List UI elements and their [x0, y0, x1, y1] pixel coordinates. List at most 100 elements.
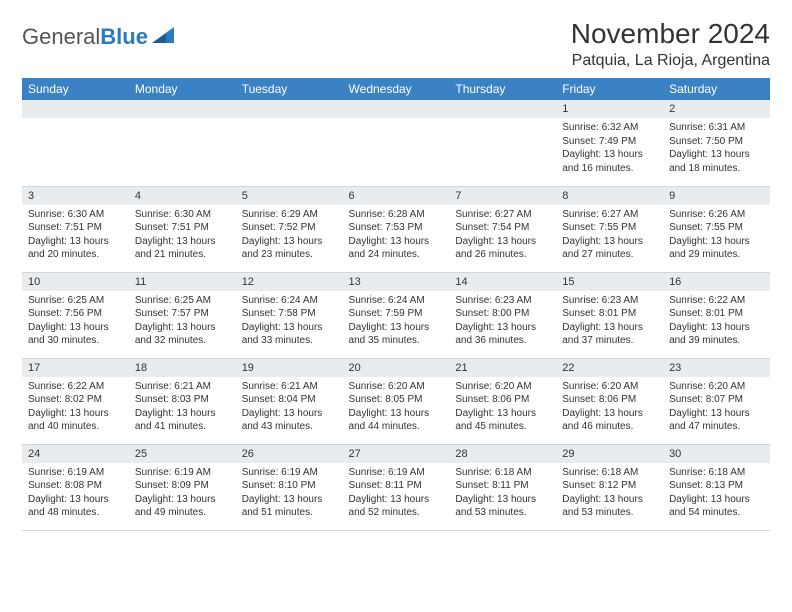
daylight-line: Daylight: 13 hours and 36 minutes.	[455, 321, 550, 348]
weekday-header: Tuesday	[236, 78, 343, 100]
day-details: Sunrise: 6:19 AMSunset: 8:08 PMDaylight:…	[22, 463, 129, 524]
day-number-bar	[236, 100, 343, 118]
weekday-header: Monday	[129, 78, 236, 100]
day-details: Sunrise: 6:19 AMSunset: 8:10 PMDaylight:…	[236, 463, 343, 524]
day-details: Sunrise: 6:20 AMSunset: 8:05 PMDaylight:…	[343, 377, 450, 438]
day-details: Sunrise: 6:20 AMSunset: 8:07 PMDaylight:…	[663, 377, 770, 438]
sunset-line: Sunset: 7:58 PM	[242, 307, 337, 321]
daylight-line: Daylight: 13 hours and 24 minutes.	[349, 235, 444, 262]
day-number: 3	[22, 187, 129, 205]
day-details: Sunrise: 6:20 AMSunset: 8:06 PMDaylight:…	[556, 377, 663, 438]
daylight-line: Daylight: 13 hours and 30 minutes.	[28, 321, 123, 348]
sunrise-line: Sunrise: 6:27 AM	[562, 208, 657, 222]
sunset-line: Sunset: 7:57 PM	[135, 307, 230, 321]
title-block: November 2024 Patquia, La Rioja, Argenti…	[571, 18, 770, 70]
calendar-week-row: 17Sunrise: 6:22 AMSunset: 8:02 PMDayligh…	[22, 358, 770, 444]
sunset-line: Sunset: 7:55 PM	[562, 221, 657, 235]
sunset-line: Sunset: 8:09 PM	[135, 479, 230, 493]
sunset-line: Sunset: 8:13 PM	[669, 479, 764, 493]
brand-text: GeneralBlue	[22, 24, 148, 50]
day-number: 14	[449, 273, 556, 291]
sunrise-line: Sunrise: 6:19 AM	[28, 466, 123, 480]
daylight-line: Daylight: 13 hours and 35 minutes.	[349, 321, 444, 348]
day-details: Sunrise: 6:18 AMSunset: 8:11 PMDaylight:…	[449, 463, 556, 524]
calendar-cell: 7Sunrise: 6:27 AMSunset: 7:54 PMDaylight…	[449, 186, 556, 272]
daylight-line: Daylight: 13 hours and 33 minutes.	[242, 321, 337, 348]
sunrise-line: Sunrise: 6:30 AM	[135, 208, 230, 222]
day-number: 19	[236, 359, 343, 377]
calendar-cell: 6Sunrise: 6:28 AMSunset: 7:53 PMDaylight…	[343, 186, 450, 272]
calendar-body: 1Sunrise: 6:32 AMSunset: 7:49 PMDaylight…	[22, 100, 770, 530]
sunrise-line: Sunrise: 6:27 AM	[455, 208, 550, 222]
day-details: Sunrise: 6:24 AMSunset: 7:59 PMDaylight:…	[343, 291, 450, 352]
sunset-line: Sunset: 7:50 PM	[669, 135, 764, 149]
calendar-cell	[449, 100, 556, 186]
calendar-cell	[236, 100, 343, 186]
weekday-header: Sunday	[22, 78, 129, 100]
calendar-cell: 14Sunrise: 6:23 AMSunset: 8:00 PMDayligh…	[449, 272, 556, 358]
day-number-bar	[129, 100, 236, 118]
daylight-line: Daylight: 13 hours and 21 minutes.	[135, 235, 230, 262]
calendar-cell: 12Sunrise: 6:24 AMSunset: 7:58 PMDayligh…	[236, 272, 343, 358]
calendar-week-row: 10Sunrise: 6:25 AMSunset: 7:56 PMDayligh…	[22, 272, 770, 358]
day-details: Sunrise: 6:26 AMSunset: 7:55 PMDaylight:…	[663, 205, 770, 266]
sunrise-line: Sunrise: 6:19 AM	[242, 466, 337, 480]
day-number: 1	[556, 100, 663, 118]
daylight-line: Daylight: 13 hours and 26 minutes.	[455, 235, 550, 262]
daylight-line: Daylight: 13 hours and 53 minutes.	[455, 493, 550, 520]
daylight-line: Daylight: 13 hours and 46 minutes.	[562, 407, 657, 434]
day-details: Sunrise: 6:23 AMSunset: 8:00 PMDaylight:…	[449, 291, 556, 352]
calendar-cell: 1Sunrise: 6:32 AMSunset: 7:49 PMDaylight…	[556, 100, 663, 186]
sunset-line: Sunset: 8:07 PM	[669, 393, 764, 407]
day-number: 6	[343, 187, 450, 205]
calendar-week-row: 24Sunrise: 6:19 AMSunset: 8:08 PMDayligh…	[22, 444, 770, 530]
daylight-line: Daylight: 13 hours and 27 minutes.	[562, 235, 657, 262]
day-details: Sunrise: 6:20 AMSunset: 8:06 PMDaylight:…	[449, 377, 556, 438]
sunset-line: Sunset: 8:11 PM	[349, 479, 444, 493]
sunset-line: Sunset: 7:51 PM	[135, 221, 230, 235]
day-details: Sunrise: 6:32 AMSunset: 7:49 PMDaylight:…	[556, 118, 663, 179]
day-details: Sunrise: 6:18 AMSunset: 8:13 PMDaylight:…	[663, 463, 770, 524]
day-number-bar	[343, 100, 450, 118]
day-details: Sunrise: 6:29 AMSunset: 7:52 PMDaylight:…	[236, 205, 343, 266]
daylight-line: Daylight: 13 hours and 16 minutes.	[562, 148, 657, 175]
daylight-line: Daylight: 13 hours and 53 minutes.	[562, 493, 657, 520]
calendar-cell: 11Sunrise: 6:25 AMSunset: 7:57 PMDayligh…	[129, 272, 236, 358]
day-details: Sunrise: 6:25 AMSunset: 7:56 PMDaylight:…	[22, 291, 129, 352]
day-details: Sunrise: 6:28 AMSunset: 7:53 PMDaylight:…	[343, 205, 450, 266]
daylight-line: Daylight: 13 hours and 52 minutes.	[349, 493, 444, 520]
calendar-cell: 10Sunrise: 6:25 AMSunset: 7:56 PMDayligh…	[22, 272, 129, 358]
sunset-line: Sunset: 8:00 PM	[455, 307, 550, 321]
sunrise-line: Sunrise: 6:20 AM	[562, 380, 657, 394]
daylight-line: Daylight: 13 hours and 32 minutes.	[135, 321, 230, 348]
sunset-line: Sunset: 8:02 PM	[28, 393, 123, 407]
daylight-line: Daylight: 13 hours and 20 minutes.	[28, 235, 123, 262]
day-number: 18	[129, 359, 236, 377]
calendar-cell: 20Sunrise: 6:20 AMSunset: 8:05 PMDayligh…	[343, 358, 450, 444]
sunset-line: Sunset: 8:05 PM	[349, 393, 444, 407]
day-number-bar	[22, 100, 129, 118]
sunrise-line: Sunrise: 6:18 AM	[669, 466, 764, 480]
daylight-line: Daylight: 13 hours and 40 minutes.	[28, 407, 123, 434]
day-details: Sunrise: 6:18 AMSunset: 8:12 PMDaylight:…	[556, 463, 663, 524]
calendar-cell: 25Sunrise: 6:19 AMSunset: 8:09 PMDayligh…	[129, 444, 236, 530]
sunrise-line: Sunrise: 6:26 AM	[669, 208, 764, 222]
calendar-cell: 28Sunrise: 6:18 AMSunset: 8:11 PMDayligh…	[449, 444, 556, 530]
day-details: Sunrise: 6:24 AMSunset: 7:58 PMDaylight:…	[236, 291, 343, 352]
daylight-line: Daylight: 13 hours and 54 minutes.	[669, 493, 764, 520]
calendar-cell: 29Sunrise: 6:18 AMSunset: 8:12 PMDayligh…	[556, 444, 663, 530]
weekday-header-row: Sunday Monday Tuesday Wednesday Thursday…	[22, 78, 770, 100]
sunrise-line: Sunrise: 6:21 AM	[242, 380, 337, 394]
day-number: 26	[236, 445, 343, 463]
day-number: 27	[343, 445, 450, 463]
daylight-line: Daylight: 13 hours and 29 minutes.	[669, 235, 764, 262]
day-number: 28	[449, 445, 556, 463]
calendar-cell: 16Sunrise: 6:22 AMSunset: 8:01 PMDayligh…	[663, 272, 770, 358]
sunset-line: Sunset: 7:51 PM	[28, 221, 123, 235]
sunrise-line: Sunrise: 6:28 AM	[349, 208, 444, 222]
sunset-line: Sunset: 7:49 PM	[562, 135, 657, 149]
day-number: 7	[449, 187, 556, 205]
sunrise-line: Sunrise: 6:24 AM	[242, 294, 337, 308]
daylight-line: Daylight: 13 hours and 51 minutes.	[242, 493, 337, 520]
sunset-line: Sunset: 7:55 PM	[669, 221, 764, 235]
